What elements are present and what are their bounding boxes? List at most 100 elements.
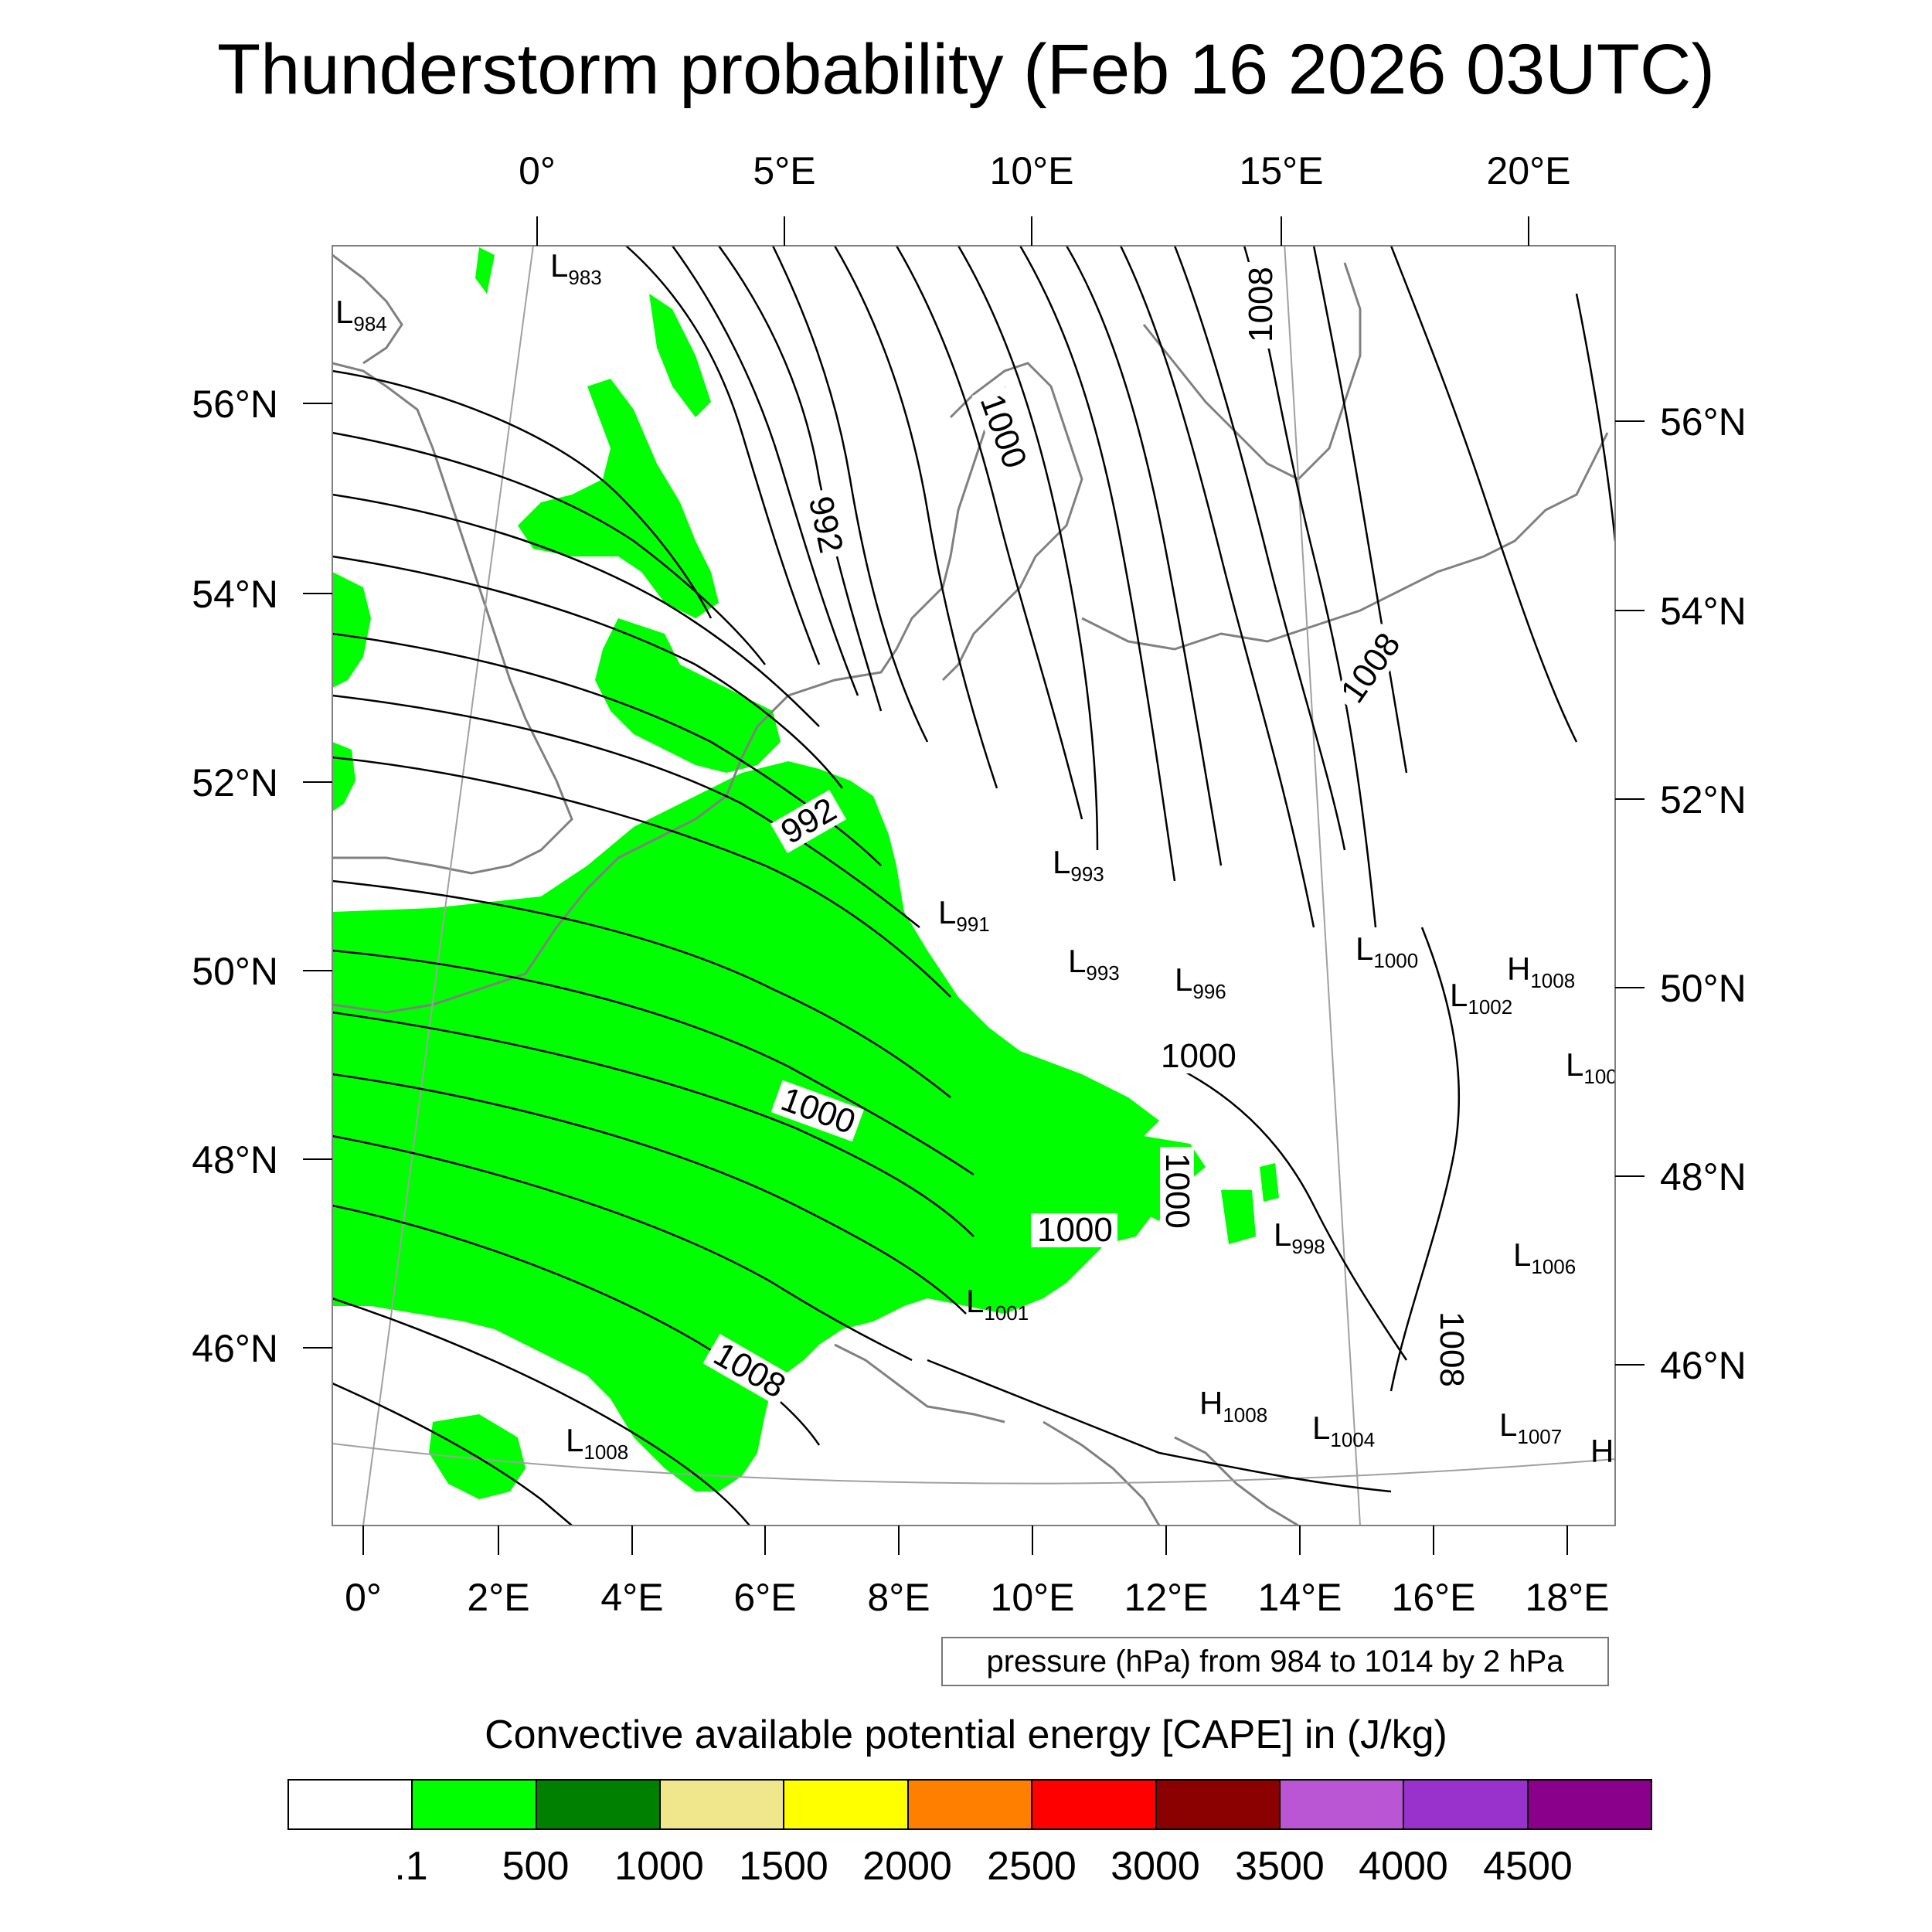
left-ticks — [303, 403, 332, 1349]
isobar-line — [332, 493, 820, 727]
isobar-line — [332, 1073, 967, 1315]
right-ticks — [1615, 420, 1645, 1366]
pressure-center: L100 — [1566, 1046, 1617, 1088]
colorbar-label: .1 — [394, 1844, 428, 1889]
tick-label: 18°E — [1526, 1576, 1610, 1619]
colorbar-label: 2000 — [862, 1844, 952, 1889]
colorbar-swatch — [661, 1781, 785, 1828]
tick-label: 0° — [345, 1576, 382, 1619]
colorbar-swatch — [784, 1781, 909, 1828]
isobar-line — [332, 1134, 913, 1362]
coast-denmark — [941, 362, 1083, 682]
colorbar — [287, 1779, 1652, 1830]
pressure-center: L993 — [1068, 943, 1120, 985]
pressure-center: L1002 — [1450, 977, 1512, 1019]
tick-label: 56°N — [1660, 400, 1747, 444]
colorbar-label: 2500 — [987, 1844, 1077, 1889]
isobar-line — [332, 1011, 975, 1237]
tick-label: 5°E — [753, 149, 815, 192]
cape-region-main — [332, 761, 1206, 1492]
isobar-line — [1389, 927, 1461, 1392]
colorbar-label: 500 — [502, 1844, 570, 1889]
tick-label: 52°N — [1660, 778, 1747, 821]
tick-label: 15°E — [1240, 149, 1324, 192]
pressure-center: L998 — [1274, 1216, 1325, 1258]
top-ticks — [536, 216, 1529, 246]
left-lat-labels: 56°N 54°N 52°N 50°N 48°N 46°N — [192, 383, 278, 1370]
colorbar-title: Convective available potential energy [C… — [485, 1713, 1447, 1757]
tick-label: 0° — [519, 149, 556, 192]
pressure-center: L996 — [1175, 961, 1226, 1003]
bottom-lon-labels: 0° 2°E 4°E 6°E 8°E 10°E 12°E 14°E 16°E 1… — [345, 1576, 1609, 1619]
coast-scotland — [332, 253, 403, 365]
isobar-line — [332, 555, 843, 789]
tick-label: 4°E — [600, 1576, 663, 1619]
isobar-line — [1019, 246, 1176, 882]
cape-region-north — [518, 379, 719, 618]
isobar-line — [332, 756, 951, 998]
tick-label: 52°N — [192, 761, 278, 804]
isobar-labels: 992 992 1000 1000 1000 1000 — [702, 262, 1471, 1407]
isobar-layer — [332, 246, 1615, 1526]
isobar-line — [771, 246, 929, 743]
isobar-line — [332, 694, 920, 928]
isobar-line — [1389, 246, 1578, 743]
pressure-center: H — [1590, 1433, 1614, 1469]
tick-label: 46°N — [192, 1327, 278, 1370]
tick-label: 10°E — [991, 1576, 1075, 1619]
colorbar-label: 3500 — [1235, 1844, 1325, 1889]
top-lon-labels: 0° 5°E 10°E 15°E 20°E — [519, 149, 1570, 192]
colorbar-swatch — [536, 1781, 662, 1828]
graticule — [332, 246, 1615, 1526]
tick-label: 20°E — [1487, 149, 1571, 192]
isobar-line — [332, 1382, 573, 1526]
tick-label: 54°N — [192, 573, 278, 616]
pressure-center: L993 — [1053, 844, 1104, 886]
tick-label: 8°E — [867, 1576, 930, 1619]
meridian-0 — [362, 246, 534, 1526]
coast-continent — [332, 386, 1006, 1014]
tick-label: 50°N — [192, 950, 278, 993]
isobar-line — [332, 369, 713, 619]
chart-title: Thunderstorm probability (Feb 16 2026 03… — [216, 30, 1716, 109]
pressure-centers: L983 L984 L993 L991 L993 L996 L1000 H100… — [335, 247, 1617, 1469]
cape-region-northsea — [595, 618, 781, 773]
isobar-line — [1065, 246, 1223, 866]
coast-baltic-east — [1390, 432, 1609, 597]
isobar-line — [1575, 293, 1615, 542]
tick-label: 6°E — [733, 1576, 796, 1619]
colorbar-swatch — [1032, 1781, 1157, 1828]
tick-label: 2°E — [467, 1576, 529, 1619]
tick-label: 50°N — [1660, 967, 1747, 1010]
pressure-center: L1007 — [1499, 1406, 1562, 1448]
colorbar-label: 3000 — [1111, 1844, 1200, 1889]
colorbar-swatch — [289, 1781, 413, 1828]
isobar-line — [332, 949, 975, 1176]
isobar-line — [332, 1204, 821, 1446]
cape-region-small2 — [1260, 1163, 1279, 1202]
colorbar-label: 4500 — [1483, 1844, 1573, 1889]
tick-label: 48°N — [192, 1138, 278, 1182]
pressure-center: L1000 — [1355, 930, 1418, 972]
pressure-center: L984 — [335, 294, 387, 335]
pressure-center: H1008 — [1507, 951, 1575, 992]
pressure-center: L1001 — [966, 1283, 1029, 1325]
pressure-center: H1008 — [1199, 1385, 1267, 1427]
bottom-ticks — [362, 1526, 1568, 1555]
colorbar-label: 4000 — [1359, 1844, 1448, 1889]
isobar-line — [625, 246, 821, 665]
plot-frame — [332, 245, 1616, 1526]
tick-label: 12°E — [1124, 1576, 1209, 1619]
isobar-line — [957, 246, 1099, 851]
isobar-line — [927, 1359, 1392, 1493]
colorbar-swatch — [908, 1781, 1033, 1828]
cape-region-ne — [475, 247, 495, 294]
isobar-line — [332, 1297, 750, 1526]
isobar-label: 1000 — [1037, 1211, 1113, 1249]
isobar-line — [671, 246, 859, 696]
meridian-15e — [1284, 246, 1361, 1526]
isobar-label: 1000 — [1161, 1037, 1236, 1075]
coastline-layer — [332, 253, 1609, 1526]
pressure-center: L983 — [550, 247, 602, 289]
